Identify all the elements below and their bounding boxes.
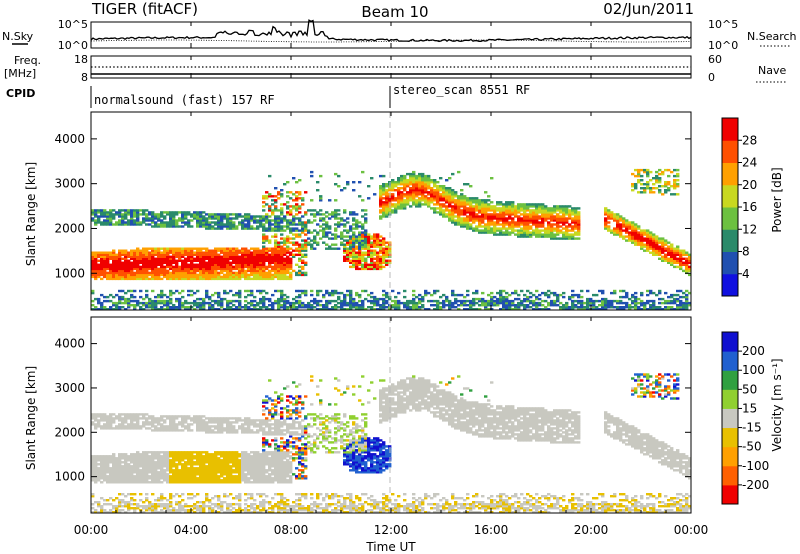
cpid-panel: CPID normalsound (fast) 157 RF stereo_sc… — [6, 83, 530, 108]
power-cbar-tick-3: 16 — [742, 200, 757, 214]
freq-label: Freq. — [14, 54, 41, 67]
freq-unit: [MHz] — [4, 67, 36, 80]
velocity-cbar-tick-5: 50 — [742, 382, 757, 396]
xtick-0: 00:00 — [74, 523, 109, 537]
nsearch-label: N.Search — [747, 30, 797, 43]
xtick-6: 00:00 — [674, 523, 709, 537]
power-colorbar: 4 8 12 16 20 24 28 — [721, 117, 757, 297]
power-panel: 1000 2000 3000 4000 Slant Range [km] 4 8 12 16… — [24, 111, 784, 311]
velocity-colorbar: -200 -100 -50 -15 15 50 100 200 — [721, 331, 769, 505]
velocity-cells — [91, 373, 692, 514]
power-cbar-tick-5: 24 — [742, 156, 757, 170]
power-ylabel: Slant Range [km] — [24, 162, 38, 266]
xlabel: Time UT — [365, 540, 416, 554]
velocity-ytick-1000: 1000 — [54, 470, 85, 484]
cpid-label: CPID — [6, 87, 35, 100]
velocity-colorbar-label: Velocity [m s⁻¹] — [770, 358, 784, 451]
xtick-2: 08:00 — [274, 523, 309, 537]
velocity-ylabel: Slant Range [km] — [24, 366, 38, 470]
beam-title: Beam 10 — [361, 3, 428, 21]
velocity-ytick-4000: 4000 — [54, 337, 85, 351]
velocity-cbar-tick-0: -200 — [742, 478, 769, 492]
power-cells — [91, 168, 692, 311]
xtick-4: 16:00 — [474, 523, 509, 537]
velocity-cbar-tick-7: 200 — [742, 344, 765, 358]
power-ytick-1000: 1000 — [54, 266, 85, 280]
freq-panel: Freq. [MHz] 18 8 60 0 Nave — [4, 53, 786, 84]
velocity-cbar-tick-1: -100 — [742, 459, 769, 473]
power-colorbar-label: Power [dB] — [770, 167, 784, 232]
power-cbar-tick-0: 4 — [742, 267, 750, 281]
xtick-5: 20:00 — [574, 523, 609, 537]
velocity-panel: 1000 2000 3000 4000 Slant Range [km] -200 -1… — [24, 316, 784, 514]
power-ytick-2000: 2000 — [54, 221, 85, 235]
velocity-cbar-tick-4: 15 — [742, 401, 757, 415]
nsky-panel: N.Sky 10^5 10^0 10^5 10^0 N.Search — [2, 18, 797, 52]
nsky-label: N.Sky — [2, 30, 34, 43]
power-cbar-tick-6: 28 — [742, 133, 757, 147]
radar-title: TIGER (fitACF) — [91, 0, 198, 18]
nave-tick-top: 60 — [708, 53, 722, 66]
nsearch-tick-bottom: 10^0 — [708, 39, 738, 52]
nsearch-tick-top: 10^5 — [708, 18, 738, 31]
time-axis: 00:00 04:00 08:00 12:00 16:00 20:00 00:00 — [74, 22, 709, 537]
power-ytick-4000: 4000 — [54, 132, 85, 146]
freq-tick-top: 18 — [74, 53, 88, 66]
xtick-3: 12:00 — [374, 523, 409, 537]
cpid-segment-1: normalsound (fast) 157 RF — [94, 93, 275, 107]
power-cbar-tick-2: 12 — [742, 222, 757, 236]
power-cbar-tick-4: 20 — [742, 178, 757, 192]
cpid-segment-2: stereo_scan 8551 RF — [393, 83, 530, 97]
velocity-cbar-tick-2: -50 — [742, 440, 762, 454]
velocity-ytick-3000: 3000 — [54, 381, 85, 395]
velocity-ytick-2000: 2000 — [54, 425, 85, 439]
freq-tick-bottom: 8 — [81, 71, 88, 84]
xtick-1: 04:00 — [174, 523, 209, 537]
velocity-cbar-tick-3: -15 — [742, 421, 762, 435]
nsearch-series — [91, 39, 692, 43]
power-ytick-3000: 3000 — [54, 177, 85, 191]
date-title: 02/Jun/2011 — [603, 0, 694, 18]
nave-tick-bottom: 0 — [708, 71, 715, 84]
velocity-cbar-tick-6: 100 — [742, 363, 765, 377]
nave-label: Nave — [758, 64, 786, 77]
power-cbar-tick-1: 8 — [742, 245, 750, 259]
nsky-series — [90, 19, 692, 43]
nsky-tick-top: 10^5 — [58, 18, 88, 31]
nsky-tick-bottom: 10^0 — [58, 39, 88, 52]
